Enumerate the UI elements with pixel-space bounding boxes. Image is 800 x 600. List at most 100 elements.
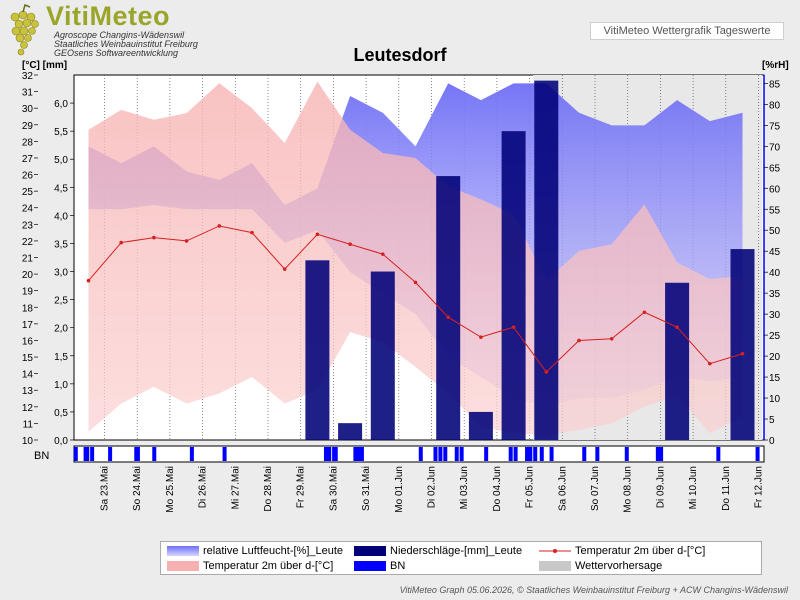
temp-tick-label: 26 (22, 171, 34, 182)
temp-point (86, 278, 91, 283)
legend-temp-line-swatch (539, 549, 571, 553)
temp-tick-label: 28 (22, 137, 34, 148)
x-tick-label: Do 11.Jun (721, 466, 732, 511)
legend-temp-band-label: Temperatur 2m über d-[°C] (203, 560, 334, 572)
precip-tick-label: 4,0 (54, 211, 68, 222)
temp-tick-label: 19 (22, 287, 34, 298)
temp-point (348, 242, 352, 247)
temp-tick-label: 16 (22, 336, 34, 347)
bn-bar (443, 447, 448, 461)
precip-unit: [mm] (42, 60, 68, 71)
temp-tick-label: 21 (22, 254, 34, 265)
precip-tick-label: 3,5 (54, 239, 68, 250)
humidity-tick-label: 85 (769, 79, 781, 90)
x-tick-label: Di 02.Jun (427, 466, 438, 508)
humidity-tick-label: 55 (769, 205, 781, 216)
grape-icon (10, 3, 39, 56)
precip-tick-label: 1,0 (54, 380, 68, 391)
temp-tick-label: 23 (22, 220, 34, 231)
precip-tick-label: 6,0 (54, 99, 68, 110)
temp-point (544, 370, 549, 374)
bn-bar (655, 447, 660, 461)
legend-forecast-swatch (539, 561, 571, 571)
precip-bar (468, 411, 493, 440)
bn-bar (539, 447, 544, 461)
temp-point (446, 315, 451, 320)
temp-unit: [°C] (22, 60, 40, 71)
humidity-tick-label: 50 (769, 226, 781, 237)
bn-bar (353, 447, 358, 461)
humidity-tick-label: 5 (769, 415, 775, 426)
bn-bar (189, 447, 194, 461)
legend-humidity-swatch (167, 546, 199, 556)
humidity-tick-label: 10 (769, 394, 781, 405)
x-tick-label: Di 26.Mai (198, 466, 209, 508)
bn-bar (152, 447, 157, 461)
unit-humidity: [%rH] (762, 60, 789, 71)
x-tick-label: Do 28.Mai (263, 466, 274, 512)
x-tick-label: Do 04.Jun (492, 466, 503, 512)
legend: relative Luftfeucht-[%]_Leute Temperatur… (160, 541, 762, 575)
temp-tick-label: 10 (22, 436, 34, 447)
temp-point (708, 361, 712, 366)
x-tick-label: So 31.Mai (361, 466, 372, 511)
precip-tick-label: 4,5 (54, 183, 68, 194)
temp-point (217, 224, 222, 228)
bn-bar (549, 447, 554, 461)
humidity-tick-label: 20 (769, 352, 781, 363)
precip-bar (665, 282, 690, 440)
logo: VitiMeteo Agroscope Changins-Wädenswil S… (6, 1, 206, 58)
footer: VitiMeteo Graph 05.06.2026, © Staatliche… (399, 585, 788, 595)
x-tick-label: Fr 12.Jun (754, 466, 765, 508)
bn-bar (459, 447, 464, 461)
temp-tick-label: 29 (22, 121, 34, 132)
temp-point (740, 351, 745, 356)
bn-bar (135, 447, 140, 461)
x-tick-label: Di 09.Jun (655, 466, 666, 508)
precip-bar (305, 260, 330, 440)
logo-title: VitiMeteo (46, 1, 171, 31)
precip-bar (534, 80, 559, 440)
bn-bar (525, 447, 530, 461)
temp-tick-label: 12 (22, 403, 34, 414)
legend-humidity-label: relative Luftfeucht-[%]_Leute (203, 545, 344, 557)
unit-temp-precip: [°C] [mm] (22, 60, 67, 71)
precip-bar (730, 249, 755, 440)
bn-bar (582, 447, 587, 461)
precip-tick-label: 2,0 (54, 324, 68, 335)
humidity-tick-label: 45 (769, 247, 781, 258)
bn-bar (359, 447, 364, 461)
temp-tick-label: 15 (22, 353, 34, 364)
temp-tick-label: 30 (22, 104, 34, 115)
humidity-tick-label: 75 (769, 121, 781, 132)
bn-label: BN (34, 450, 49, 462)
precip-tick-label: 3,0 (54, 268, 68, 279)
humidity-tick-label: 80 (769, 100, 781, 111)
temp-point (511, 325, 516, 329)
x-tick-label: Mo 01.Jun (394, 466, 405, 513)
precip-bar (501, 131, 526, 440)
humidity-tick-label: 15 (769, 373, 781, 384)
bn-bar (323, 447, 328, 461)
x-tick-label: Mi 27.Mai (230, 466, 241, 509)
precip-tick-label: 1,5 (54, 352, 68, 363)
x-tick-label: Mi 03.Jun (459, 466, 470, 509)
temp-point (577, 338, 581, 343)
x-tick-label: So 24.Mai (132, 466, 143, 511)
precip-tick-label: 5,5 (54, 127, 68, 138)
logo-line-2: Staatliches Weinbauinstitut Freiburg (54, 39, 198, 49)
legend-precip-label: Niederschläge-[mm]_Leute (390, 545, 523, 557)
x-tick-label: Sa 30.Mai (328, 466, 339, 511)
bn-bar (533, 447, 538, 461)
temp-point (282, 267, 287, 271)
x-tick-label: Mo 25.Mai (165, 466, 176, 513)
temp-tick-label: 24 (22, 204, 34, 215)
x-tick-label: Sa 06.Jun (557, 466, 568, 511)
precip-bar (370, 271, 395, 440)
bn-bar (755, 447, 760, 461)
logo-line-1: Agroscope Changins-Wädenswil (54, 30, 185, 40)
humidity-tick-label: 70 (769, 142, 781, 153)
precip-tick-label: 0,5 (54, 408, 68, 419)
bn-bar (513, 447, 518, 461)
